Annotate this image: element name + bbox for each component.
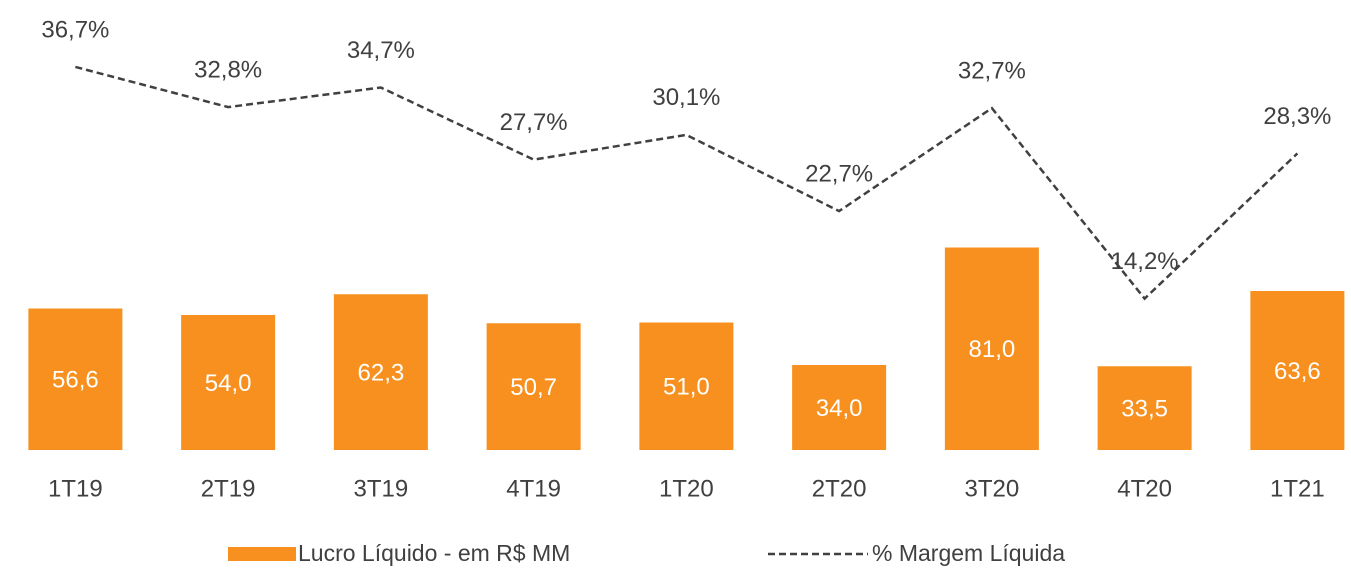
legend-label: % Margem Líquida bbox=[872, 540, 1065, 566]
bar bbox=[944, 247, 1039, 450]
bar-label: 33,5 bbox=[1121, 395, 1168, 422]
bar bbox=[1097, 366, 1192, 450]
legend-swatch bbox=[228, 547, 296, 561]
line-label: 14,2% bbox=[1111, 248, 1179, 275]
bar-label: 62,3 bbox=[358, 359, 405, 386]
x-tick-label: 1T20 bbox=[659, 475, 714, 502]
line-label: 36,7% bbox=[41, 16, 109, 43]
bar-label: 81,0 bbox=[969, 336, 1016, 363]
x-tick-label: 1T19 bbox=[48, 475, 103, 502]
bar-label: 63,6 bbox=[1274, 358, 1321, 385]
x-tick-label: 3T19 bbox=[354, 475, 409, 502]
bar-label: 51,0 bbox=[663, 374, 710, 401]
legend-label: Lucro Líquido - em R$ MM bbox=[298, 540, 570, 566]
bar-label: 34,0 bbox=[816, 395, 863, 422]
bar-label: 50,7 bbox=[510, 374, 557, 401]
line-label: 32,8% bbox=[194, 56, 262, 83]
bar bbox=[639, 322, 734, 450]
x-tick-label: 4T19 bbox=[506, 475, 561, 502]
bar-label: 54,0 bbox=[205, 370, 252, 397]
x-tick-label: 2T20 bbox=[812, 475, 867, 502]
bar bbox=[181, 315, 276, 450]
bar bbox=[28, 308, 123, 450]
x-tick-label: 3T20 bbox=[965, 475, 1020, 502]
line-label: 28,3% bbox=[1263, 103, 1331, 130]
line bbox=[75, 65, 1299, 301]
x-tick-label: 2T19 bbox=[201, 475, 256, 502]
line-label: 32,7% bbox=[958, 57, 1026, 84]
line-label: 34,7% bbox=[347, 37, 415, 64]
bar bbox=[486, 323, 581, 450]
x-tick-label: 1T21 bbox=[1270, 475, 1325, 502]
line-label: 30,1% bbox=[652, 84, 720, 111]
line-label: 22,7% bbox=[805, 160, 873, 187]
bar-label: 56,6 bbox=[52, 367, 99, 394]
bar bbox=[792, 365, 887, 450]
bar bbox=[1250, 291, 1345, 450]
bar bbox=[333, 294, 428, 450]
line-label: 27,7% bbox=[500, 109, 568, 136]
x-tick-label: 4T20 bbox=[1117, 475, 1172, 502]
